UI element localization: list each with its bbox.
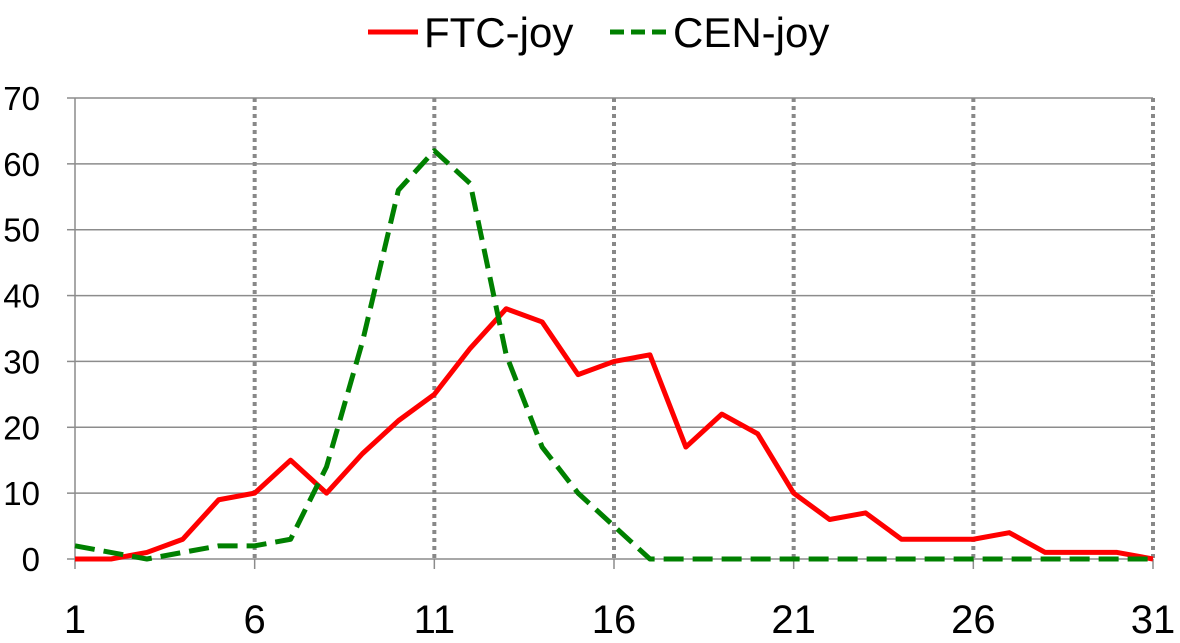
y-tick-label: 20	[3, 409, 40, 446]
y-tick-label: 70	[3, 80, 40, 117]
legend-label: CEN-joy	[673, 9, 829, 56]
grid	[75, 97, 1155, 559]
series-line-ftc-joy	[75, 306, 1154, 562]
series-layer	[74, 148, 1154, 562]
x-tick-label: 21	[771, 598, 816, 642]
x-tick-label: 31	[1131, 598, 1176, 642]
x-tick-label: 1	[64, 598, 86, 642]
y-tick-label: 50	[3, 212, 40, 249]
y-tick-label: 60	[3, 146, 40, 183]
x-tick-label: 6	[244, 598, 266, 642]
x-tick-label: 26	[951, 598, 996, 642]
legend: FTC-joy CEN-joy	[368, 9, 829, 56]
legend-label: FTC-joy	[424, 9, 573, 56]
x-tick-label: 16	[592, 598, 637, 642]
x-tick-label: 11	[414, 598, 456, 642]
series-line-cen-joy	[74, 148, 1153, 562]
y-tick-label: 0	[22, 541, 40, 578]
y-tick-label: 30	[3, 343, 40, 380]
y-tick-label: 10	[3, 475, 40, 512]
y-tick-label: 40	[3, 278, 40, 315]
